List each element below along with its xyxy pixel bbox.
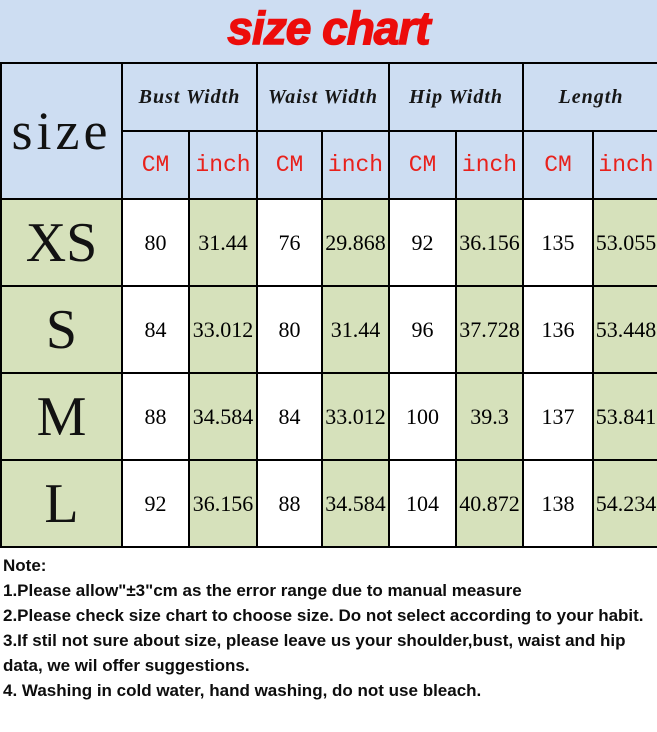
value-cell: 33.012 xyxy=(321,372,390,461)
value-cell: 34.584 xyxy=(321,459,390,548)
note-item-4: 4. Washing in cold water, hand washing, … xyxy=(3,681,482,700)
size-label-xs: XS xyxy=(0,198,123,287)
value-cell: 135 xyxy=(522,198,594,287)
table-row-xs: XS 80 31.44 76 29.868 92 36.156 135 53.0… xyxy=(0,198,657,287)
value-cell: 36.156 xyxy=(455,198,524,287)
value-cell: 92 xyxy=(121,459,190,548)
page-title: size chart xyxy=(227,2,432,54)
unit-header-bust-inch: inch xyxy=(188,130,258,200)
value-cell: 137 xyxy=(522,372,594,461)
group-header-row: size Bust Width Waist Width Hip Width Le… xyxy=(0,62,657,200)
value-cell: 88 xyxy=(256,459,323,548)
table-row-l: L 92 36.156 88 34.584 104 40.872 138 54.… xyxy=(0,459,657,548)
value-cell: 53.841 xyxy=(592,372,657,461)
unit-header-waist-inch: inch xyxy=(321,130,390,200)
value-cell: 88 xyxy=(121,372,190,461)
size-label-l: L xyxy=(0,459,123,548)
size-label-m: M xyxy=(0,372,123,461)
value-cell: 100 xyxy=(388,372,457,461)
table-row-s: S 84 33.012 80 31.44 96 37.728 136 53.44… xyxy=(0,285,657,374)
unit-header-hip-inch: inch xyxy=(455,130,524,200)
value-cell: 37.728 xyxy=(455,285,524,374)
value-cell: 53.448 xyxy=(592,285,657,374)
unit-header-row: CM inch CM inch CM inch CM inch xyxy=(1,130,657,200)
title-banner: size chart xyxy=(0,0,657,62)
column-group-hip-width: Hip Width xyxy=(388,62,524,132)
value-cell: 36.156 xyxy=(188,459,258,548)
value-cell: 33.012 xyxy=(188,285,258,374)
value-cell: 138 xyxy=(522,459,594,548)
notes-heading: Note: xyxy=(3,556,47,575)
column-group-length: Length xyxy=(522,62,657,132)
size-table: size Bust Width Waist Width Hip Width Le… xyxy=(0,62,657,548)
column-group-waist-width: Waist Width xyxy=(256,62,390,132)
value-cell: 96 xyxy=(388,285,457,374)
value-cell: 80 xyxy=(256,285,323,374)
size-label-s: S xyxy=(0,285,123,374)
value-cell: 104 xyxy=(388,459,457,548)
value-cell: 34.584 xyxy=(188,372,258,461)
table-row-m: M 88 34.584 84 33.012 100 39.3 137 53.84… xyxy=(0,372,657,461)
unit-header-length-inch: inch xyxy=(592,130,657,200)
unit-header-hip-cm: CM xyxy=(388,130,457,200)
value-cell: 39.3 xyxy=(455,372,524,461)
value-cell: 76 xyxy=(256,198,323,287)
value-cell: 84 xyxy=(121,285,190,374)
unit-header-waist-cm: CM xyxy=(256,130,323,200)
value-cell: 84 xyxy=(256,372,323,461)
corner-size-label: size xyxy=(0,62,123,200)
value-cell: 40.872 xyxy=(455,459,524,548)
value-cell: 53.055 xyxy=(592,198,657,287)
value-cell: 136 xyxy=(522,285,594,374)
value-cell: 54.234 xyxy=(592,459,657,548)
column-group-bust-width: Bust Width xyxy=(121,62,258,132)
note-item-3: 3.If stil not sure about size, please le… xyxy=(3,631,626,675)
value-cell: 31.44 xyxy=(188,198,258,287)
note-item-2: 2.Please check size chart to choose size… xyxy=(3,606,644,625)
value-cell: 92 xyxy=(388,198,457,287)
unit-header-bust-cm: CM xyxy=(121,130,190,200)
value-cell: 31.44 xyxy=(321,285,390,374)
value-cell: 29.868 xyxy=(321,198,390,287)
notes-section: Note: 1.Please allow"±3"cm as the error … xyxy=(0,548,657,703)
value-cell: 80 xyxy=(121,198,190,287)
unit-header-length-cm: CM xyxy=(522,130,594,200)
note-item-1: 1.Please allow"±3"cm as the error range … xyxy=(3,581,522,600)
